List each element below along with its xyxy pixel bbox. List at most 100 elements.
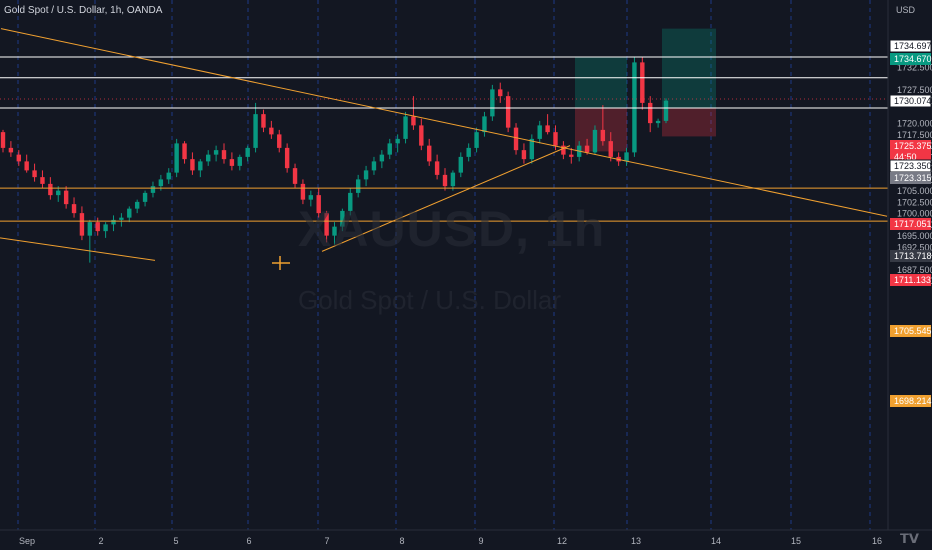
candle-body [284, 147, 290, 169]
candle-body [655, 120, 661, 124]
price-tag-box [890, 274, 931, 286]
tradingview-logo-icon[interactable]: 𝗧𝗩 [900, 531, 919, 546]
price-tags: 1734.6971734.6701730.0741725.37544:50172… [889, 39, 932, 407]
time-tick-label: 9 [478, 536, 483, 546]
candle-body [505, 96, 511, 128]
candle-body [24, 161, 29, 171]
horizontal-levels[interactable] [0, 56, 888, 222]
price-tick-label: 1720.000 [897, 119, 932, 129]
candle-body [300, 183, 306, 200]
price-tag-label: 1734.670 [894, 54, 932, 64]
candle-body [277, 134, 282, 148]
candle-body [608, 141, 613, 157]
candle-body [663, 100, 669, 121]
candle-body [198, 161, 203, 171]
position-tools[interactable] [575, 28, 716, 152]
candle-body [419, 125, 424, 146]
position-0-stop-zone [575, 108, 627, 152]
candle-body [387, 143, 392, 155]
price-tag-label: 1705.545 [894, 326, 932, 336]
price-tick-label: 1700.000 [897, 209, 932, 219]
price-tag-box [890, 325, 931, 337]
candle-body [87, 222, 93, 236]
price-tick-label: 1702.500 [897, 197, 932, 207]
candle-body [529, 138, 535, 160]
price-tick-label: 1705.000 [897, 186, 932, 196]
candle-body [403, 116, 408, 139]
candle-body [482, 116, 487, 133]
time-tick-label: 6 [246, 536, 251, 546]
candle-body [466, 147, 471, 157]
candle-body [166, 172, 171, 180]
price-tick-label: 1687.500 [897, 265, 932, 275]
price-tag-label: 1717.051 [894, 219, 932, 229]
time-tick-label: 8 [399, 536, 404, 546]
candle-body [56, 190, 61, 196]
price-tick-label: 1717.500 [897, 130, 932, 140]
countdown-label: 44:50 [894, 152, 917, 162]
candle-body [498, 89, 503, 97]
candle-body [458, 156, 463, 173]
time-tick-label: 14 [711, 536, 721, 546]
crosshair-marker [272, 256, 290, 270]
time-tick-label: 2 [98, 536, 103, 546]
candle-body [545, 125, 550, 133]
price-tag-label: 1713.718 [894, 251, 932, 261]
candle-body [237, 156, 242, 166]
time-tick-label: Sep [19, 536, 35, 546]
candle-body [206, 154, 211, 162]
time-tick-label: 13 [631, 536, 641, 546]
candle-body [648, 102, 653, 124]
time-tick-label: 5 [173, 536, 178, 546]
candle-body [632, 62, 637, 153]
candle-body [127, 208, 132, 218]
candle-body [553, 132, 558, 146]
price-tag-box [890, 250, 931, 262]
currency-unit: USD [896, 5, 916, 15]
candle-body [134, 201, 140, 209]
candle-body [95, 222, 100, 232]
watermark-ticker: XAUUSD, 1h [298, 201, 606, 257]
candle-body [379, 154, 385, 162]
candle-body [537, 125, 542, 139]
candle-body [308, 195, 314, 200]
watermark-description: Gold Spot / U.S. Dollar [298, 285, 561, 315]
candle-body [561, 145, 566, 155]
candle-body [71, 204, 77, 214]
candle-body [229, 159, 235, 166]
candle-body [213, 150, 219, 155]
candle-body [16, 154, 21, 162]
candle-body [324, 213, 329, 236]
trendlines[interactable] [0, 28, 888, 261]
candle-body [79, 213, 85, 236]
price-tag-label: 1698.214 [894, 396, 932, 406]
candle-body [371, 161, 377, 171]
time-axis[interactable]: Sep 2 5 6 7 8 9 12 13 14 15 16 [19, 536, 882, 546]
candle-body [332, 226, 337, 236]
candle-body [253, 114, 258, 148]
price-tag-label: 1730.074 [894, 96, 932, 106]
time-tick-label: 16 [872, 536, 882, 546]
candle-body [395, 138, 400, 144]
candle-body [190, 159, 195, 171]
price-tag-box [890, 218, 931, 230]
vertical-grid [17, 0, 871, 530]
candle-body [269, 127, 274, 135]
candle-body [245, 147, 250, 157]
candle-body [355, 179, 361, 193]
symbol-title: Gold Spot / U.S. Dollar, 1h, OANDA [4, 5, 163, 16]
candle-body [32, 170, 37, 178]
price-tag-label: 1723.350 [894, 161, 932, 171]
time-tick-label: 12 [557, 536, 567, 546]
price-tick-label: 1727.500 [897, 85, 932, 95]
price-tag-box [890, 53, 931, 65]
candle-body [261, 114, 266, 128]
candle-body [119, 217, 124, 220]
time-tick-label: 7 [324, 536, 329, 546]
price-tick-label: 1732.500 [897, 62, 932, 72]
price-tag-label: 1711.133 [894, 275, 931, 285]
candle-body [182, 143, 187, 160]
candle-body [640, 62, 645, 103]
candle-body [474, 132, 479, 148]
